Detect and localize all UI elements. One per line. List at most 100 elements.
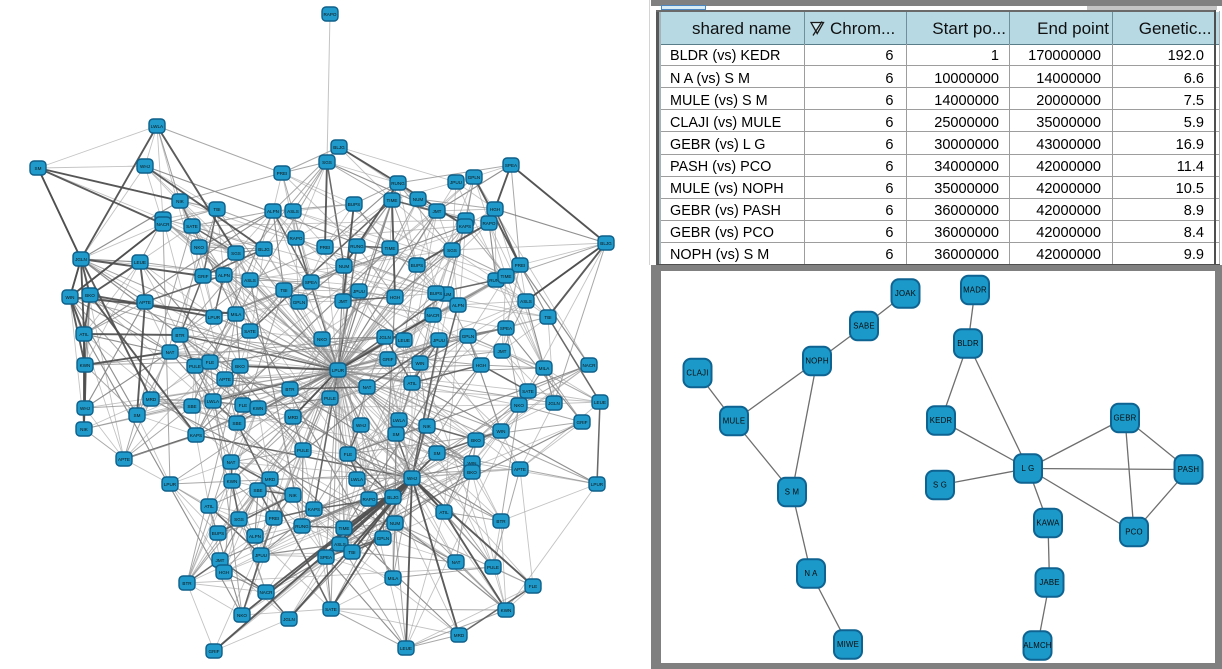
svg-text:PASH: PASH: [1178, 465, 1199, 474]
svg-text:JGLN: JGLN: [379, 335, 391, 340]
svg-text:TIME: TIME: [385, 246, 396, 251]
svg-text:PULE: PULE: [487, 565, 499, 570]
svg-text:ATIL: ATIL: [79, 332, 89, 337]
svg-text:BKO: BKO: [85, 293, 95, 298]
svg-text:BUPS: BUPS: [430, 291, 443, 296]
svg-text:LEUE: LEUE: [594, 400, 606, 405]
svg-text:JGLN: JGLN: [283, 617, 295, 622]
svg-text:NUM: NUM: [413, 197, 424, 202]
svg-text:ATIL: ATIL: [407, 381, 417, 386]
svg-text:SATE: SATE: [244, 329, 256, 334]
svg-text:NIK: NIK: [289, 493, 298, 498]
svg-text:SPEA: SPEA: [505, 163, 518, 168]
svg-text:JMT: JMT: [433, 209, 442, 214]
svg-text:BLDR: BLDR: [957, 339, 979, 348]
svg-text:LWLA: LWLA: [151, 124, 164, 129]
svg-text:BTR: BTR: [182, 581, 192, 586]
svg-text:JPUU: JPUU: [353, 289, 365, 294]
svg-text:S G: S G: [933, 481, 947, 490]
svg-text:ATIL: ATIL: [204, 504, 214, 509]
svg-text:N A: N A: [804, 569, 818, 578]
svg-text:LWLA: LWLA: [393, 418, 406, 423]
svg-text:GEBR: GEBR: [1114, 414, 1137, 423]
svg-text:ASLS: ASLS: [334, 542, 346, 547]
svg-text:ATIL: ATIL: [439, 510, 449, 515]
svg-text:LPUR: LPUR: [591, 482, 604, 487]
svg-text:MIWE: MIWE: [837, 640, 859, 649]
svg-text:SABE: SABE: [853, 322, 875, 331]
svg-text:JMT: JMT: [216, 558, 225, 563]
svg-text:MRD: MRD: [454, 633, 465, 638]
svg-text:WIN: WIN: [497, 429, 506, 434]
svg-text:ALMCH: ALMCH: [1023, 641, 1051, 650]
svg-text:ALPN: ALPN: [218, 273, 230, 278]
svg-text:SATE: SATE: [522, 389, 534, 394]
svg-text:APTE: APTE: [219, 377, 231, 382]
svg-text:NIK: NIK: [423, 424, 432, 429]
svg-text:ASLS: ASLS: [520, 299, 532, 304]
svg-text:APTE: APTE: [514, 467, 526, 472]
svg-text:JABE: JABE: [1039, 578, 1059, 587]
svg-text:KAPS: KAPS: [459, 224, 471, 229]
svg-text:NAT: NAT: [227, 460, 236, 465]
svg-text:BKO: BKO: [467, 470, 477, 475]
svg-text:SM: SM: [35, 166, 42, 171]
svg-text:LWLA: LWLA: [351, 477, 364, 482]
svg-text:ASLS: ASLS: [244, 278, 256, 283]
svg-text:GRIF: GRIF: [383, 357, 394, 362]
svg-text:MADR: MADR: [963, 286, 987, 295]
svg-text:HGH: HGH: [219, 570, 229, 575]
svg-text:JPUU: JPUU: [450, 180, 462, 185]
svg-text:CLAJI: CLAJI: [686, 369, 708, 378]
svg-text:GPLN: GPLN: [377, 536, 390, 541]
svg-text:RUNG: RUNG: [295, 524, 309, 529]
svg-text:GRIF: GRIF: [577, 420, 588, 425]
svg-text:KWN: KWN: [80, 363, 91, 368]
svg-text:TIME: TIME: [501, 274, 512, 279]
svg-text:BUPS: BUPS: [411, 263, 424, 268]
svg-text:BTR: BTR: [496, 519, 506, 524]
svg-text:WIN: WIN: [416, 361, 425, 366]
svg-text:ALPN: ALPN: [452, 303, 464, 308]
svg-text:WHJ: WHJ: [407, 476, 417, 481]
svg-text:BTR: BTR: [175, 333, 185, 338]
svg-text:WIN: WIN: [468, 461, 477, 466]
svg-text:S M: S M: [785, 488, 799, 497]
svg-text:RUNG: RUNG: [489, 278, 503, 283]
svg-text:BLJG: BLJG: [387, 495, 399, 500]
svg-text:LEUE: LEUE: [398, 338, 410, 343]
svg-text:PREI: PREI: [320, 245, 331, 250]
svg-text:KAWA: KAWA: [1036, 519, 1060, 528]
svg-text:LEUE: LEUE: [400, 646, 412, 651]
svg-text:RAPO: RAPO: [482, 221, 495, 226]
svg-text:SGS: SGS: [234, 517, 244, 522]
svg-text:NIK: NIK: [176, 199, 185, 204]
svg-text:TBI: TBI: [544, 315, 551, 320]
svg-text:FLE: FLE: [239, 403, 247, 408]
svg-text:HGH: HGH: [476, 363, 486, 368]
svg-text:NIK: NIK: [80, 427, 89, 432]
svg-text:NKO: NKO: [317, 337, 327, 342]
svg-text:ALPN: ALPN: [267, 209, 279, 214]
svg-text:MRD: MRD: [146, 397, 157, 402]
svg-text:SM: SM: [393, 432, 400, 437]
svg-text:PULE: PULE: [189, 364, 201, 369]
svg-text:NUM: NUM: [339, 264, 350, 269]
svg-text:LWLA: LWLA: [207, 399, 220, 404]
svg-text:BUPS: BUPS: [212, 531, 225, 536]
svg-text:RAPO: RAPO: [362, 497, 375, 502]
svg-text:APTE: APTE: [118, 457, 130, 462]
svg-text:NAT: NAT: [452, 560, 461, 565]
svg-text:APTE: APTE: [139, 300, 151, 305]
svg-text:NACR: NACR: [259, 590, 273, 595]
svg-text:SM: SM: [434, 451, 441, 456]
svg-text:KAPS: KAPS: [308, 507, 320, 512]
svg-text:BLJG: BLJG: [600, 241, 612, 246]
svg-text:JOAK: JOAK: [895, 289, 917, 298]
svg-text:NAT: NAT: [363, 385, 372, 390]
svg-text:SATE: SATE: [325, 607, 337, 612]
svg-text:WHJ: WHJ: [140, 164, 150, 169]
svg-text:PREI: PREI: [515, 263, 526, 268]
svg-text:SPEA: SPEA: [320, 555, 333, 560]
svg-text:KWN: KWN: [227, 479, 238, 484]
